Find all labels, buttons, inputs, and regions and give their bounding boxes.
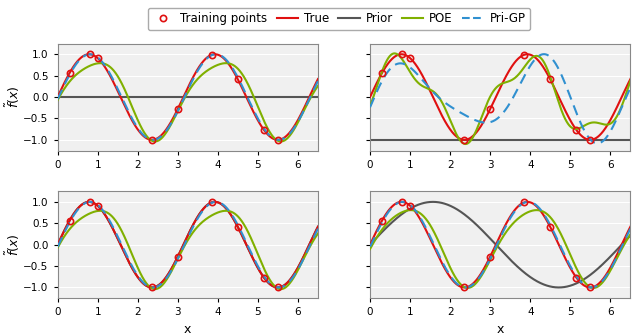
- X-axis label: x: x: [497, 323, 504, 335]
- X-axis label: x: x: [184, 323, 191, 335]
- Y-axis label: $\tilde{f}(x)$: $\tilde{f}(x)$: [3, 86, 22, 108]
- Y-axis label: $\tilde{f}(x)$: $\tilde{f}(x)$: [3, 233, 22, 256]
- Legend: Training points, True, Prior, POE, Pri-GP: Training points, True, Prior, POE, Pri-G…: [148, 8, 531, 30]
